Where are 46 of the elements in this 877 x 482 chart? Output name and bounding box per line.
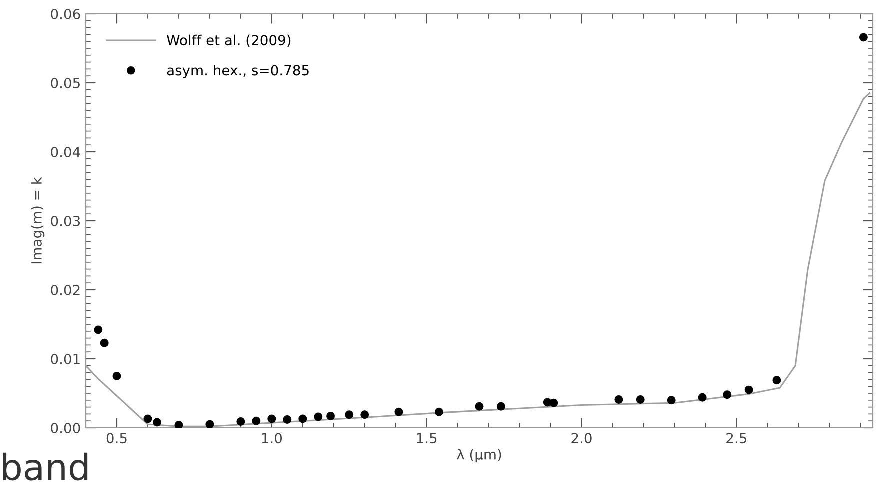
y-tick-label: 0.05 xyxy=(51,78,80,88)
y-tick-label: 0.04 xyxy=(51,146,80,158)
point xyxy=(252,416,261,426)
point xyxy=(772,376,782,385)
point xyxy=(174,421,184,428)
legend-label: asym. hex., s=0.785 xyxy=(167,64,309,78)
y-tick-label: 0.06 xyxy=(51,8,80,20)
point xyxy=(326,412,336,421)
point xyxy=(667,396,676,405)
point xyxy=(636,395,645,404)
point xyxy=(614,395,624,404)
point xyxy=(434,408,444,416)
point xyxy=(723,390,732,400)
x-tick-label: 0.5 xyxy=(106,433,127,444)
point xyxy=(550,398,558,408)
y-axis-title: Imag(m) = k xyxy=(31,177,45,264)
point xyxy=(394,408,404,416)
point xyxy=(496,402,506,411)
point xyxy=(112,372,122,380)
point xyxy=(475,402,484,411)
point xyxy=(100,338,109,348)
point xyxy=(206,420,214,428)
text: band xyxy=(3,452,88,481)
point xyxy=(360,410,370,420)
x-tick-label: 2.5 xyxy=(726,433,746,444)
point xyxy=(298,414,308,424)
x-axis-title: λ (μm) xyxy=(456,449,502,463)
point xyxy=(283,415,292,424)
point xyxy=(345,410,354,420)
point xyxy=(859,33,868,42)
point xyxy=(314,412,323,422)
point xyxy=(144,414,152,424)
y-tick-label: 0.03 xyxy=(51,216,80,226)
y-tick-label: 0.01 xyxy=(51,354,80,364)
x-tick-label: 2.0 xyxy=(572,433,592,444)
point xyxy=(153,418,162,427)
legend-label: Wolff et al. (2009) xyxy=(167,34,291,48)
y-tick-label: 0.00 xyxy=(51,422,80,434)
point xyxy=(744,386,754,394)
point xyxy=(94,326,103,334)
point xyxy=(698,393,707,402)
x-tick-label: 1.0 xyxy=(262,433,282,444)
y-tick-label: 0.02 xyxy=(51,284,80,296)
point xyxy=(236,418,246,426)
point xyxy=(268,414,276,424)
x-tick-label: 1.5 xyxy=(417,433,437,444)
